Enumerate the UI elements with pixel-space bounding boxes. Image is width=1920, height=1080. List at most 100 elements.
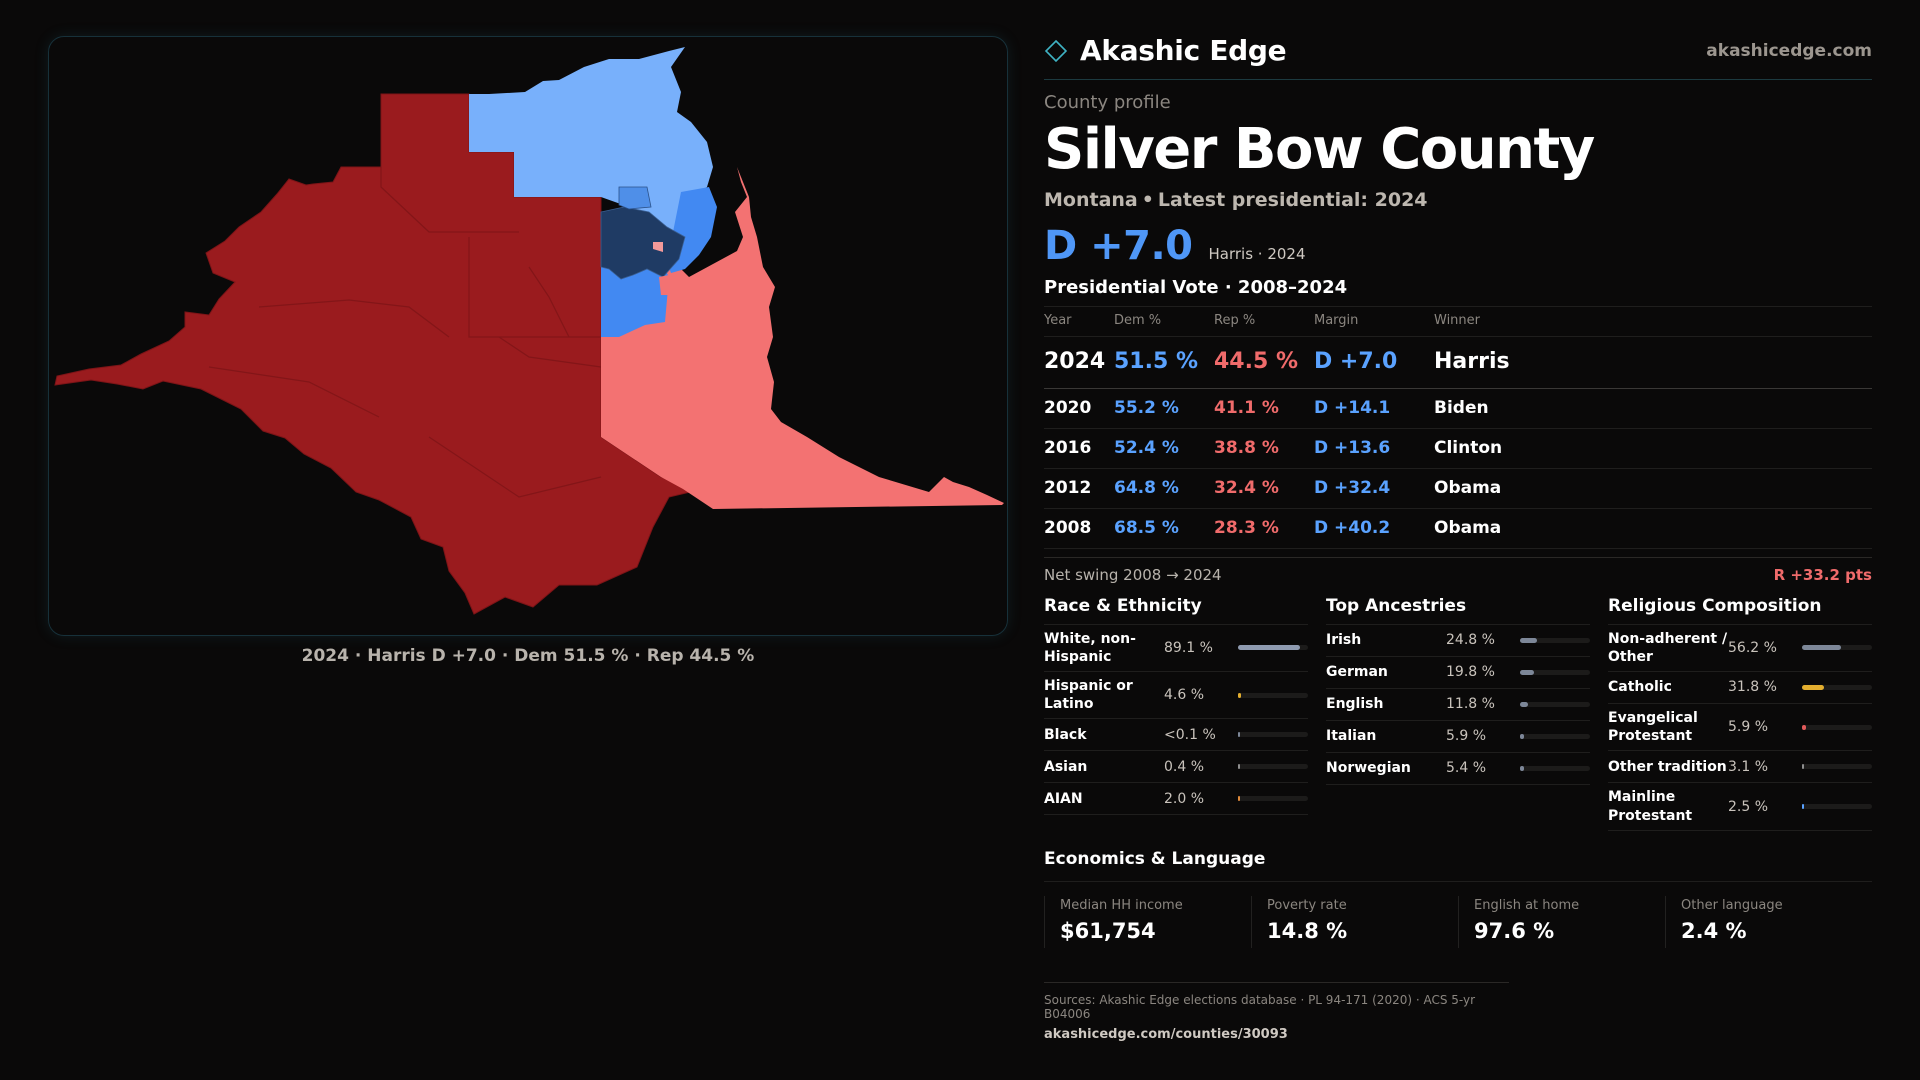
sources-text: Sources: Akashic Edge elections database… <box>1044 992 1476 1021</box>
cell-dem: 55.2 % <box>1114 388 1214 429</box>
cell-year: 2012 <box>1044 468 1114 509</box>
precinct-urban-pink[interactable] <box>653 242 663 252</box>
religion-label: Other tradition <box>1608 758 1727 775</box>
swing-value: R +33.2 pts <box>1773 565 1872 584</box>
religion-value: 56.2 % <box>1728 639 1777 656</box>
ancestry-bar-track <box>1520 701 1590 707</box>
race-value: 4.6 % <box>1164 687 1205 704</box>
religion-value: 5.9 % <box>1728 719 1769 736</box>
religion-label: Mainline Protestant <box>1608 789 1693 824</box>
race-bar-track <box>1238 796 1308 802</box>
brand-header: Akashic Edge akashicedge.com <box>1044 30 1872 80</box>
precinct-borders <box>208 167 602 498</box>
religion-label: Evangelical Protestant <box>1608 709 1698 745</box>
religion-column: Religious Composition Non-adherent / Oth… <box>1608 596 1872 831</box>
economics-title: Economics & Language <box>1044 849 1872 882</box>
list-item: Evangelical Protestant 5.9 % <box>1608 704 1872 752</box>
religion-bar-track <box>1802 645 1872 651</box>
religion-bar <box>1802 684 1825 690</box>
cell-margin: D +7.0 <box>1314 336 1434 389</box>
county-permalink[interactable]: akashicedge.com/counties/30093 <box>1044 1026 1288 1042</box>
race-label: Hispanic or Latino <box>1044 677 1133 713</box>
race-label: White, non-Hispanic <box>1044 630 1136 665</box>
cell-year: 2016 <box>1044 428 1114 469</box>
ancestry-bar <box>1520 701 1529 707</box>
col-rep: Rep % <box>1214 305 1314 337</box>
religion-bar-track <box>1802 804 1872 810</box>
state-name: Montana <box>1044 188 1138 211</box>
precinct-north[interactable] <box>469 47 713 242</box>
table-row: 2020 55.2 % 41.1 % D +14.1 Biden <box>1044 388 1872 429</box>
precinct-urban-south[interactable] <box>659 275 671 295</box>
religion-value: 31.8 % <box>1728 679 1777 696</box>
list-item: Hispanic or Latino 4.6 % <box>1044 672 1308 720</box>
religion-value: 2.5 % <box>1728 798 1769 815</box>
cell-margin: D +13.6 <box>1314 428 1434 469</box>
race-bar <box>1238 732 1240 738</box>
precinct-map-svg[interactable] <box>49 37 1008 636</box>
map-caption: 2024 · Harris D +7.0 · Dem 51.5 % · Rep … <box>301 646 755 666</box>
precinct-east[interactable] <box>601 167 1004 509</box>
list-item: Norwegian 5.4 % <box>1326 753 1590 785</box>
religion-value: 3.1 % <box>1728 758 1769 775</box>
cell-winner: Obama <box>1434 508 1872 549</box>
table-row: 2008 68.5 % 28.3 % D +40.2 Obama <box>1044 508 1872 549</box>
ancestry-bar-track <box>1520 637 1590 643</box>
religion-title: Religious Composition <box>1608 596 1872 625</box>
ancestry-title: Top Ancestries <box>1326 596 1590 625</box>
ancestry-label: Italian <box>1326 728 1377 744</box>
cell-dem: 64.8 % <box>1114 468 1214 509</box>
ancestry-value: 5.4 % <box>1446 760 1487 777</box>
cell-winner: Harris <box>1434 336 1872 389</box>
list-item: Irish 24.8 % <box>1326 625 1590 657</box>
cell-year: 2024 <box>1044 336 1114 389</box>
page-title: Silver Bow County <box>1044 117 1595 182</box>
ancestry-value: 5.9 % <box>1446 728 1487 745</box>
stat-label: Median HH income <box>1060 897 1183 913</box>
ancestry-bar-track <box>1520 733 1590 739</box>
cell-winner: Obama <box>1434 468 1872 509</box>
cell-dem: 52.4 % <box>1114 428 1214 469</box>
ancestry-label: German <box>1326 664 1388 680</box>
col-dem: Dem % <box>1114 305 1214 337</box>
ancestry-bar <box>1520 669 1534 675</box>
col-winner: Winner <box>1434 305 1872 337</box>
cell-dem: 51.5 % <box>1114 336 1214 389</box>
race-title: Race & Ethnicity <box>1044 596 1308 625</box>
stat-label: Other language <box>1681 897 1783 913</box>
cell-year: 2020 <box>1044 388 1114 429</box>
ancestry-column: Top Ancestries Irish 24.8 % German 19.8 … <box>1326 596 1590 831</box>
ancestry-label: Irish <box>1326 632 1362 648</box>
cell-rep: 41.1 % <box>1214 388 1314 429</box>
religion-bar <box>1802 724 1807 730</box>
list-item: Black <0.1 % <box>1044 719 1308 752</box>
cell-rep: 44.5 % <box>1214 336 1314 389</box>
race-value: 0.4 % <box>1164 758 1205 775</box>
ancestry-value: 11.8 % <box>1446 696 1495 713</box>
ancestry-bar <box>1520 637 1538 643</box>
race-bar-track <box>1238 764 1308 770</box>
list-item: AIAN 2.0 % <box>1044 783 1308 816</box>
race-bar-track <box>1238 732 1308 738</box>
race-label: Asian <box>1044 758 1088 775</box>
religion-label: Catholic <box>1608 679 1672 696</box>
cell-rep: 32.4 % <box>1214 468 1314 509</box>
cell-rep: 38.8 % <box>1214 428 1314 469</box>
brand-url-link[interactable]: akashicedge.com <box>1706 40 1872 61</box>
race-bar <box>1238 796 1240 802</box>
stat-median-income: Median HH income $61,754 <box>1044 895 1251 948</box>
diamond-logo-icon <box>1044 39 1068 62</box>
religion-bar <box>1802 764 1805 770</box>
cell-margin: D +40.2 <box>1314 508 1434 549</box>
stat-label: English at home <box>1474 897 1580 913</box>
table-row: 2012 64.8 % 32.4 % D +32.4 Obama <box>1044 468 1872 509</box>
county-map[interactable] <box>48 36 1008 636</box>
race-value: 89.1 % <box>1164 639 1213 656</box>
precinct-urban-north[interactable] <box>618 186 652 210</box>
cell-winner: Biden <box>1434 388 1872 429</box>
ancestry-bar-track <box>1520 669 1590 675</box>
race-value: <0.1 % <box>1164 726 1216 743</box>
cell-winner: Clinton <box>1434 428 1872 469</box>
precinct-west[interactable] <box>54 93 705 615</box>
cell-rep: 28.3 % <box>1214 508 1314 549</box>
